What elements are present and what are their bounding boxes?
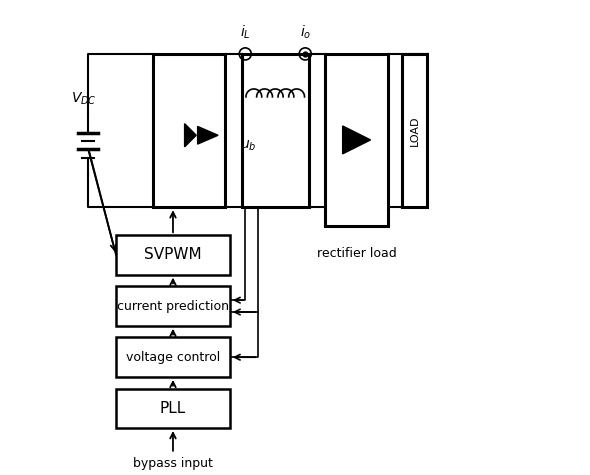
Polygon shape [343,126,371,154]
Bar [116,389,230,428]
Bar [241,54,309,207]
Text: rectifier load: rectifier load [317,247,396,260]
Text: $u_b$: $u_b$ [240,139,257,153]
Text: SVPWM: SVPWM [144,247,202,263]
Text: $i_o$: $i_o$ [300,23,311,41]
Polygon shape [185,124,196,147]
Text: $i_L$: $i_L$ [240,23,251,41]
Bar [402,54,428,207]
Text: current prediction: current prediction [117,300,229,313]
Bar [116,286,230,326]
Bar [116,235,230,275]
Bar [116,337,230,377]
Bar [325,54,388,226]
Bar [153,54,225,207]
Text: $V_{DC}$: $V_{DC}$ [71,91,96,107]
Text: LOAD: LOAD [409,115,419,146]
Text: bypass input: bypass input [133,457,213,470]
Polygon shape [198,126,218,144]
Text: PLL: PLL [160,401,186,416]
Text: voltage control: voltage control [126,351,220,364]
